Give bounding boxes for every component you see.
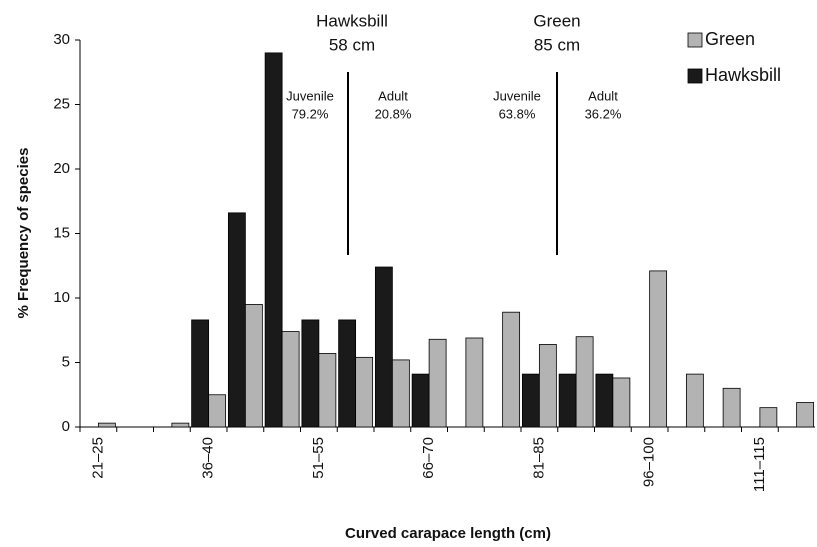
x-tick-label: 36–40 [200, 437, 217, 479]
bar [612, 377, 631, 428]
x-tick-label: 66–70 [420, 437, 437, 479]
x-axis-label: Curved carapace length (cm) [345, 525, 551, 542]
annotation: Green [533, 11, 580, 30]
annotation: 36.2% [585, 106, 622, 121]
bar [171, 422, 190, 428]
y-tick-label: 25 [53, 95, 70, 112]
bar [97, 422, 116, 428]
bar [264, 52, 283, 428]
y-tick-label: 20 [53, 160, 70, 177]
bar [281, 331, 300, 428]
bar [502, 311, 521, 428]
annotation: Juvenile [286, 88, 334, 103]
annotation: 85 cm [534, 35, 580, 54]
y-tick-label: 0 [62, 418, 70, 435]
bar [465, 337, 484, 428]
bar [244, 304, 263, 428]
x-tick-label: 21–25 [89, 437, 106, 479]
annotation: Adult [378, 88, 408, 103]
annotation: Adult [588, 88, 618, 103]
x-tick-label: 111–115 [751, 437, 768, 492]
bar [391, 359, 410, 428]
annotation: 20.8% [375, 106, 412, 121]
legend-label: Hawksbill [705, 65, 781, 85]
legend-swatch [687, 68, 703, 84]
x-tick-label: 81–85 [530, 437, 547, 479]
bar [338, 319, 357, 428]
bar [411, 373, 430, 428]
bar [685, 373, 704, 428]
annotation: 58 cm [329, 35, 375, 54]
bar [575, 336, 594, 428]
y-tick-label: 5 [62, 353, 70, 370]
y-tick-label: 30 [53, 31, 70, 48]
bar [301, 319, 320, 428]
x-tick-label: 96–100 [641, 437, 658, 487]
bar [759, 407, 778, 428]
y-tick-label: 10 [53, 289, 70, 306]
bar [374, 266, 393, 428]
y-tick-label: 15 [53, 224, 70, 241]
bar [355, 356, 374, 428]
annotation: 79.2% [292, 106, 329, 121]
annotation: Juvenile [493, 88, 541, 103]
bar [428, 338, 447, 428]
legend-swatch [687, 32, 703, 48]
bar [521, 373, 540, 428]
bar [191, 319, 210, 428]
bar [722, 387, 741, 428]
bar [558, 373, 577, 428]
bar [649, 270, 668, 428]
annotation: 63.8% [499, 106, 536, 121]
x-tick-label: 51–55 [310, 437, 327, 479]
bar [208, 394, 227, 428]
bar [318, 353, 337, 428]
legend-label: Green [705, 29, 755, 49]
bar [796, 402, 815, 428]
y-axis-label: % Frequency of species [15, 148, 32, 319]
bar [538, 344, 557, 428]
bar [595, 373, 614, 428]
annotation: Hawksbill [316, 11, 388, 30]
bar [227, 212, 246, 428]
